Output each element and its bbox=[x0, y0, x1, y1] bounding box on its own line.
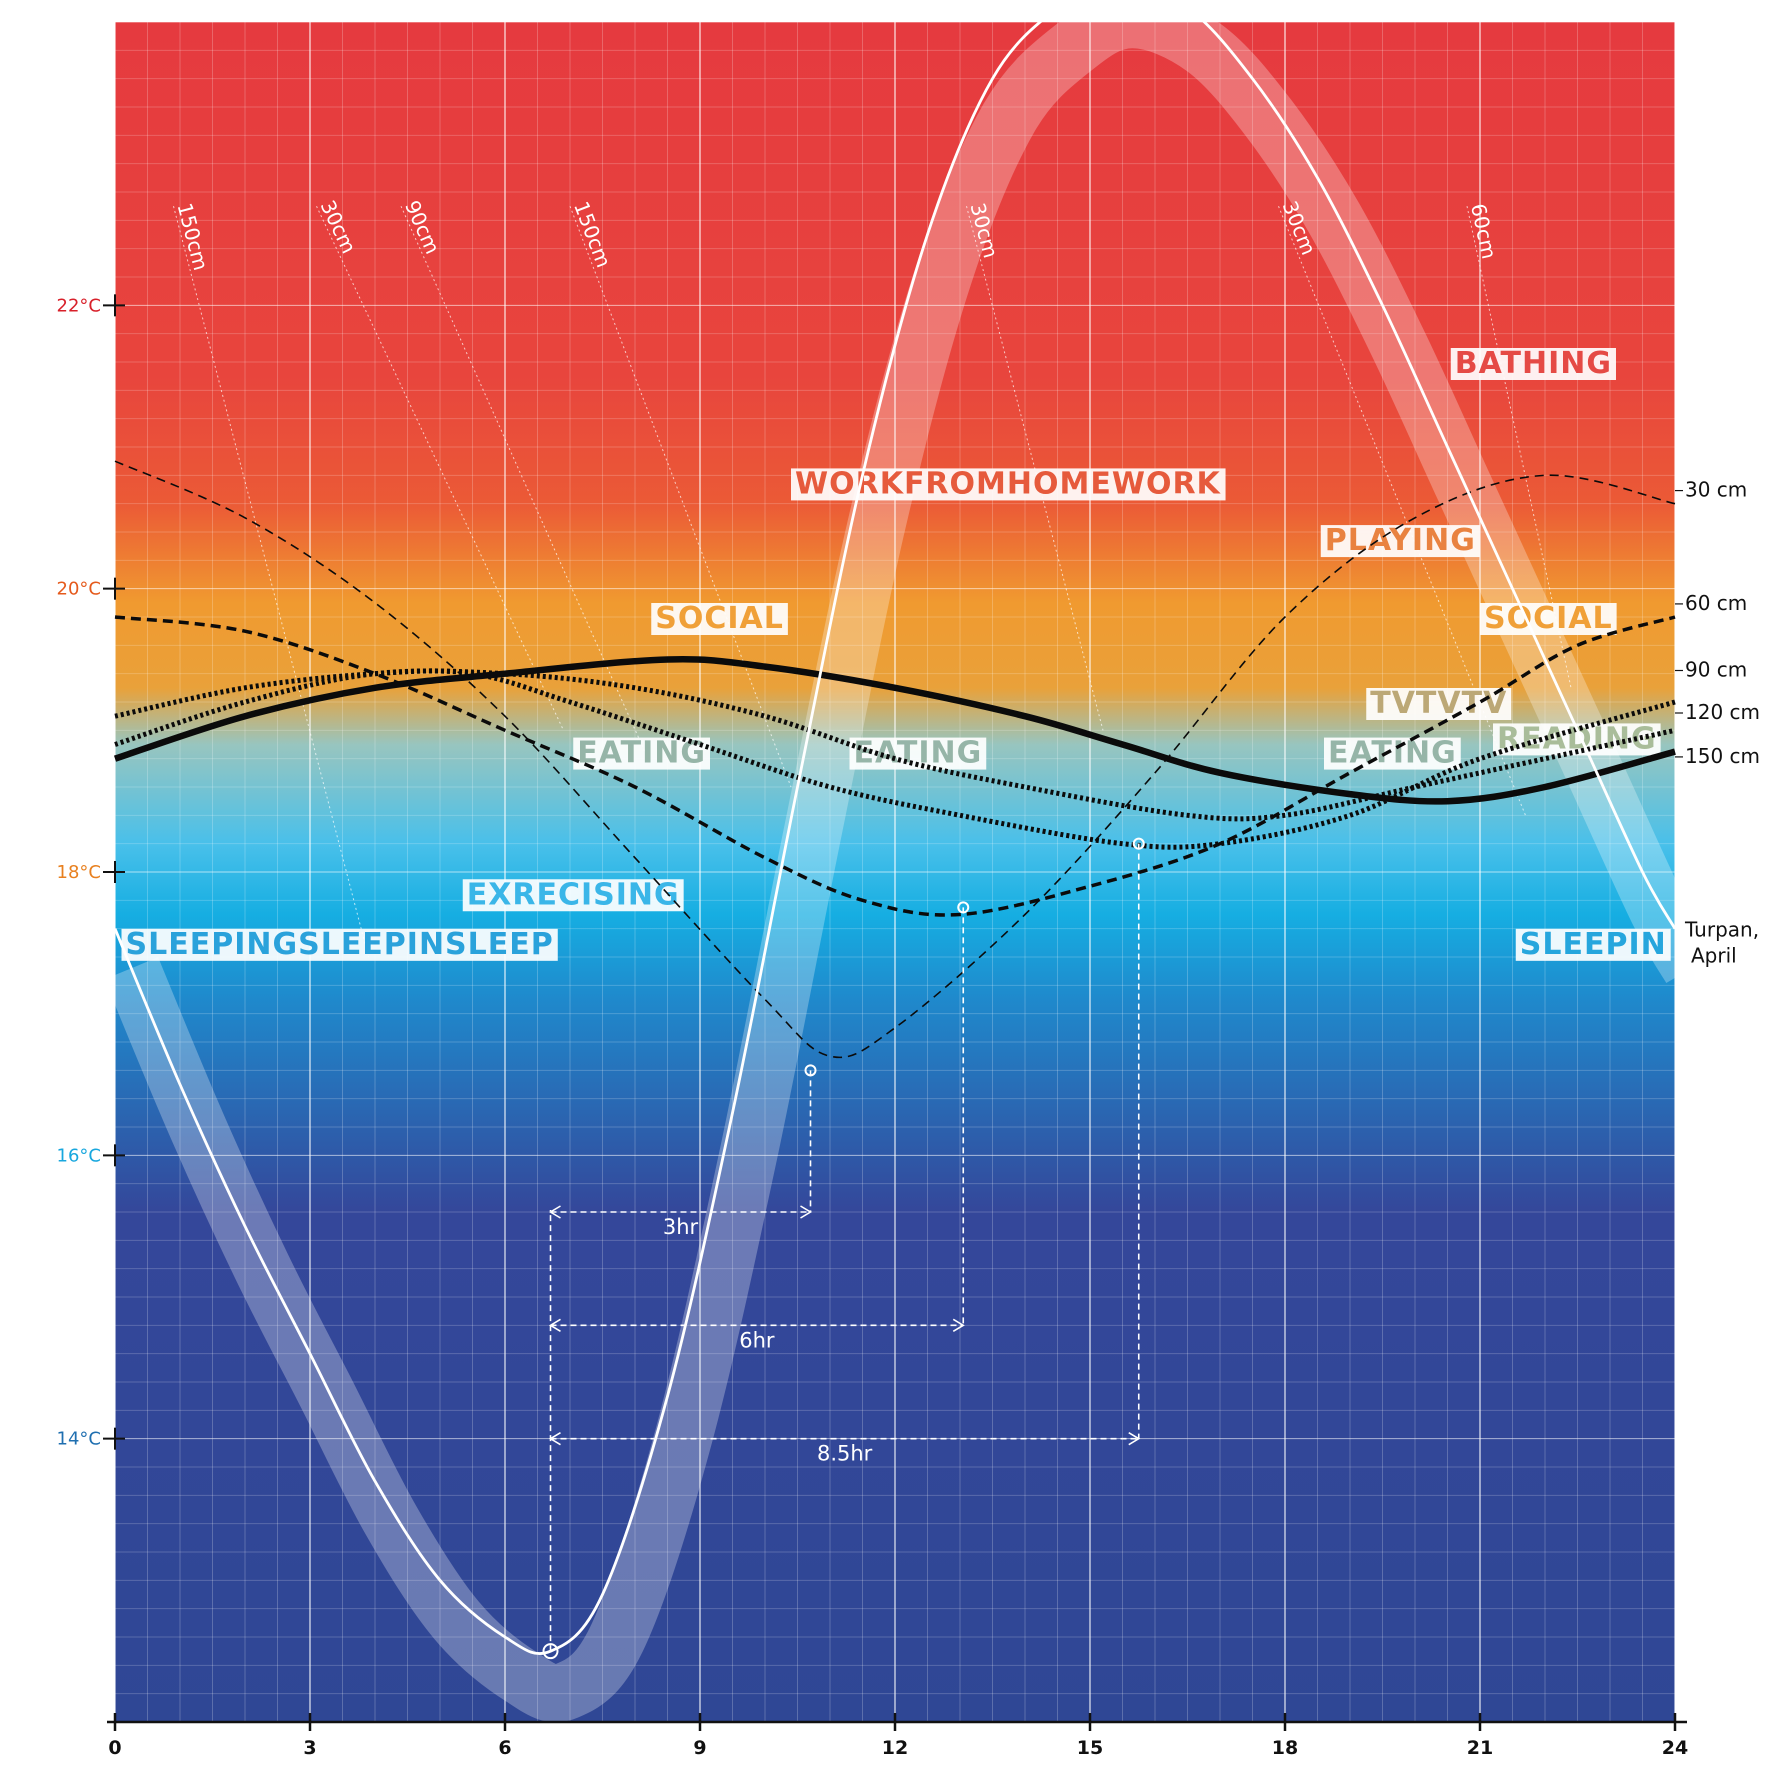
activity-label-text: SOCIAL bbox=[655, 601, 784, 636]
turpan-label: April bbox=[1691, 944, 1737, 968]
y-tick-label: 14°C bbox=[57, 1429, 101, 1450]
series-label: 120 cm bbox=[1685, 700, 1760, 724]
activity-label: EXRECISING bbox=[463, 877, 684, 912]
x-tick-label: 18 bbox=[1272, 1737, 1298, 1759]
activity-label-text: EXRECISING bbox=[467, 877, 680, 912]
x-tick-label: 21 bbox=[1467, 1737, 1493, 1759]
y-tick-label: 20°C bbox=[57, 579, 101, 600]
x-tick-label: 12 bbox=[882, 1737, 908, 1759]
activity-label: PLAYING bbox=[1321, 523, 1480, 558]
series-label: 150 cm bbox=[1685, 744, 1760, 768]
activity-label-text: TVTVTV bbox=[1370, 686, 1507, 721]
x-tick-label: 15 bbox=[1077, 1737, 1103, 1759]
interval-label: 3hr bbox=[663, 1215, 699, 1239]
y-tick-label: 22°C bbox=[57, 295, 101, 316]
activity-label-text: SOCIAL bbox=[1484, 601, 1613, 636]
activity-label: BATHING bbox=[1451, 346, 1616, 381]
activity-label-text: SLEEPIN bbox=[1520, 927, 1667, 962]
activity-label: SLEEPINGSLEEPINSLEEP bbox=[122, 927, 558, 962]
activity-label: WORKFROMHOMEWORK bbox=[791, 466, 1226, 501]
x-tick-label: 3 bbox=[303, 1737, 316, 1759]
right-series-labels: 30 cm 60 cm 90 cm 120 cm 150 cm Turpan,April bbox=[1675, 478, 1760, 968]
turpan-label: Turpan, bbox=[1684, 918, 1759, 942]
activity-label: EATING bbox=[1324, 736, 1461, 771]
activity-label-text: EATING bbox=[1328, 736, 1457, 771]
activity-label-text: SLEEPINGSLEEPINSLEEP bbox=[126, 927, 554, 962]
activity-label: SOCIAL bbox=[651, 601, 788, 636]
activity-label-text: BATHING bbox=[1455, 346, 1612, 381]
interval-label: 8.5hr bbox=[817, 1442, 873, 1466]
activity-label: TVTVTV bbox=[1366, 686, 1511, 721]
activity-label: SLEEPIN bbox=[1516, 927, 1671, 962]
x-tick-label: 24 bbox=[1662, 1737, 1688, 1759]
interval-label: 6hr bbox=[739, 1328, 775, 1352]
activity-label-text: EATING bbox=[577, 736, 706, 771]
activity-label-text: PLAYING bbox=[1325, 523, 1476, 558]
series-label: 60 cm bbox=[1685, 591, 1747, 615]
series-label: 30 cm bbox=[1685, 478, 1747, 502]
y-tick-label: 16°C bbox=[57, 1145, 101, 1166]
x-tick-label: 0 bbox=[108, 1737, 121, 1759]
series-label: 90 cm bbox=[1685, 658, 1747, 682]
activity-label: SOCIAL bbox=[1480, 601, 1617, 636]
x-tick-label: 6 bbox=[498, 1737, 511, 1759]
x-tick-label: 9 bbox=[693, 1737, 706, 1759]
y-tick-label: 18°C bbox=[57, 862, 101, 883]
